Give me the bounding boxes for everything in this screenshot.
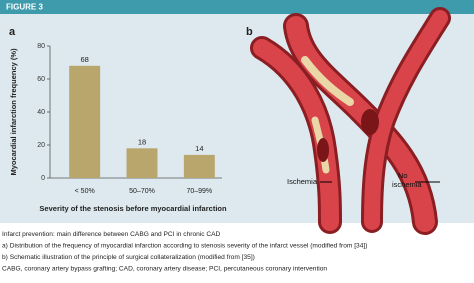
bar — [69, 65, 101, 178]
data-label: 18 — [138, 137, 146, 146]
caption-line: b) Schematic illustration of the princip… — [2, 254, 255, 261]
vessel-illustration — [250, 7, 451, 235]
no-ischemia-label: No — [398, 171, 408, 180]
y-tick-label: 80 — [37, 43, 45, 50]
x-tick-label: 70–99% — [186, 188, 212, 195]
y-tick-label: 40 — [37, 109, 45, 116]
no-ischemia-label: ischemia — [392, 180, 422, 189]
bar — [126, 148, 158, 178]
header-bar — [0, 0, 474, 14]
y-tick-label: 60 — [37, 76, 45, 83]
y-tick-label: 20 — [37, 142, 45, 149]
bar — [183, 154, 215, 178]
panel-label: a — [9, 26, 16, 38]
x-tick-label: < 50% — [75, 188, 95, 195]
data-label: 14 — [195, 144, 203, 153]
x-axis-title: Severity of the stenosis before myocardi… — [39, 204, 227, 213]
y-tick-label: 0 — [41, 175, 45, 182]
ischemia-label: Ischemia — [287, 177, 318, 186]
x-tick-label: 50–70% — [129, 188, 155, 195]
caption-line: Infarct prevention: main difference betw… — [2, 231, 221, 238]
panel-label: b — [246, 26, 253, 38]
y-axis-title: Myocardial infarction frequency (%) — [9, 48, 18, 176]
data-label: 68 — [80, 55, 88, 64]
caption-line: CABG, coronary artery bypass grafting; C… — [2, 265, 327, 272]
caption: Infarct prevention: main difference betw… — [2, 231, 367, 273]
figure-label: FIGURE 3 — [6, 3, 43, 12]
caption-line: a) Distribution of the frequency of myoc… — [2, 242, 367, 249]
